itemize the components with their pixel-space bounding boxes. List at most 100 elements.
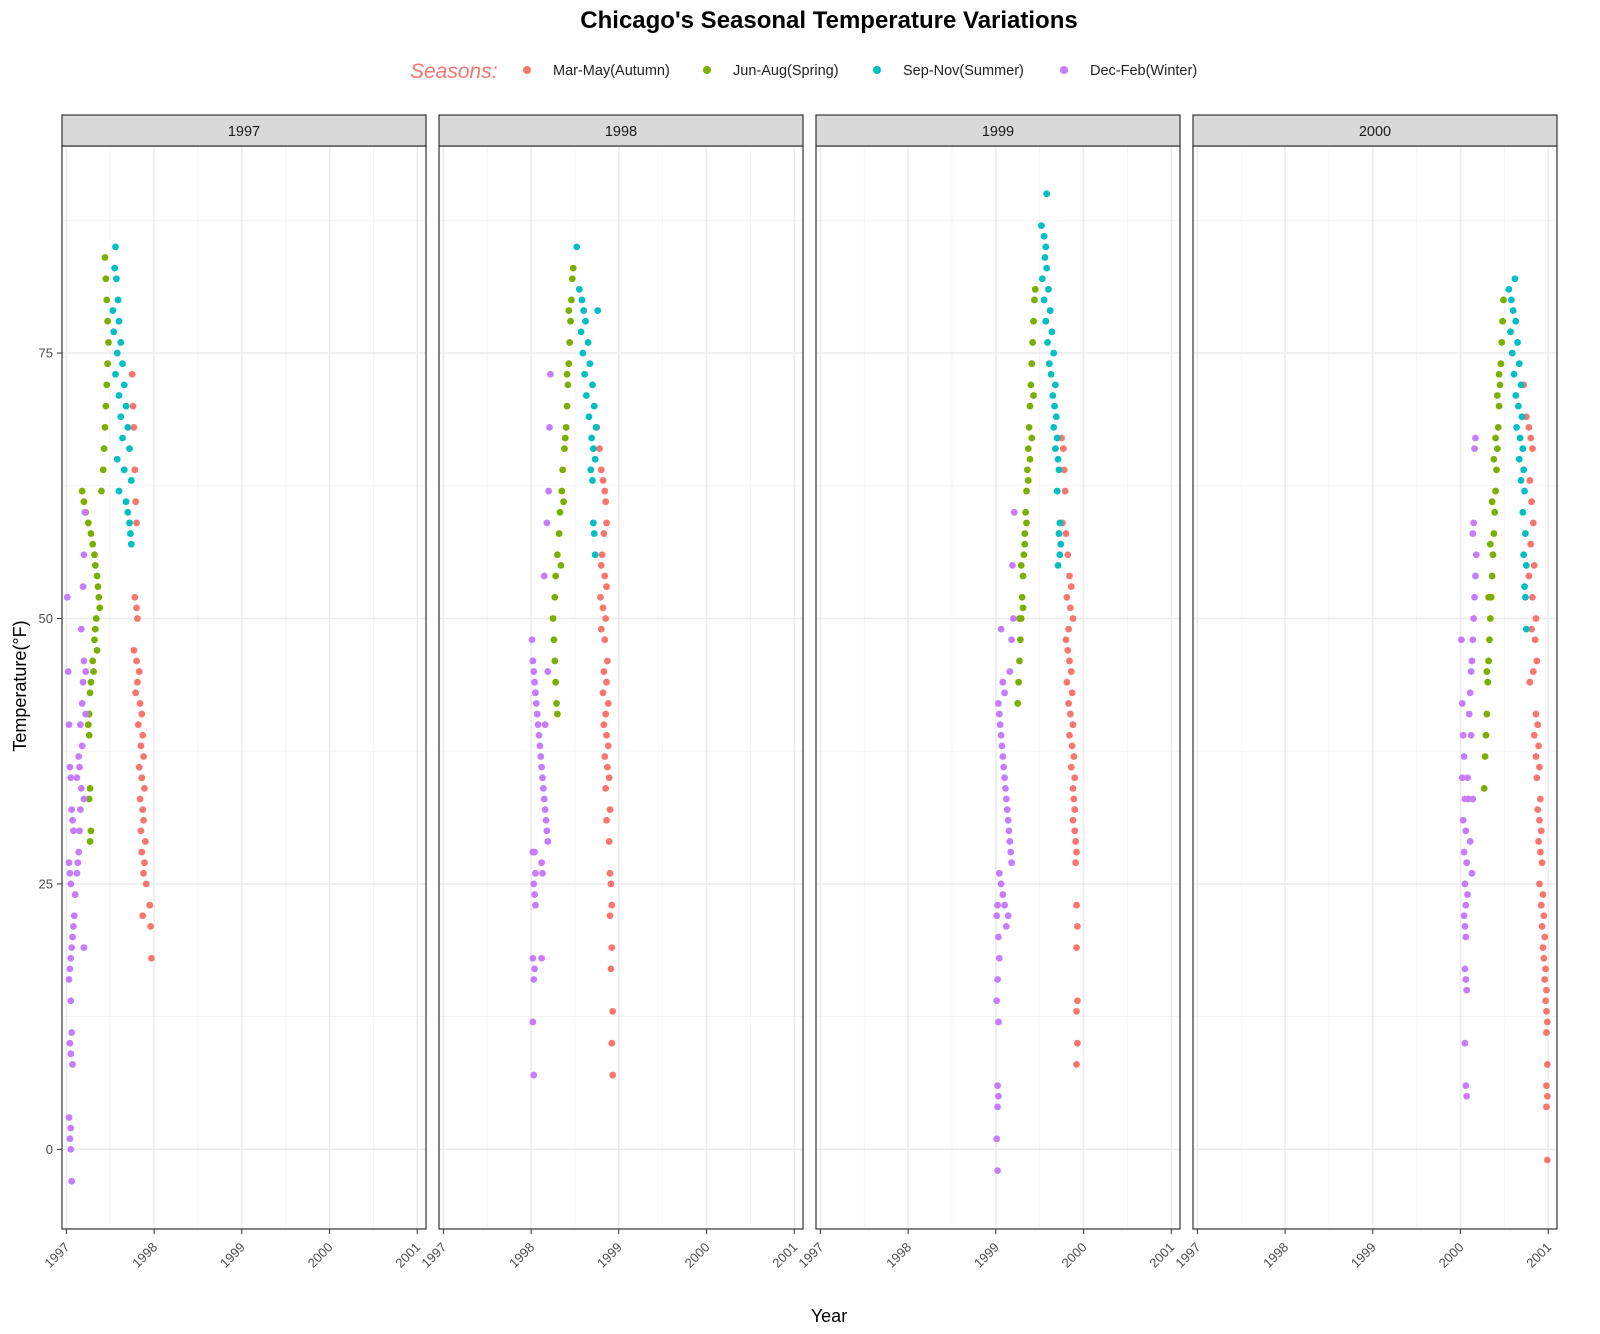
data-point bbox=[1541, 976, 1549, 983]
data-point bbox=[113, 455, 121, 463]
data-point bbox=[1001, 774, 1008, 782]
data-point bbox=[1006, 668, 1014, 675]
data-point bbox=[1537, 901, 1545, 909]
data-point bbox=[1054, 562, 1062, 569]
data-point bbox=[1052, 445, 1059, 452]
data-point bbox=[131, 593, 139, 601]
data-point bbox=[1540, 954, 1548, 962]
data-point bbox=[1537, 827, 1545, 835]
data-point bbox=[127, 540, 135, 548]
data-point bbox=[1542, 965, 1549, 973]
data-point bbox=[68, 944, 76, 952]
data-point bbox=[1500, 296, 1507, 304]
data-point bbox=[80, 498, 88, 506]
data-point bbox=[555, 530, 563, 537]
data-point bbox=[1493, 466, 1500, 474]
data-point bbox=[1471, 445, 1478, 452]
data-point bbox=[138, 774, 146, 782]
data-point bbox=[1041, 254, 1049, 261]
data-point bbox=[82, 668, 90, 675]
data-point bbox=[1507, 328, 1514, 336]
data-point bbox=[537, 753, 545, 760]
data-point bbox=[562, 423, 570, 431]
data-point bbox=[1480, 784, 1488, 792]
data-point bbox=[608, 944, 616, 952]
data-point bbox=[993, 1135, 1001, 1143]
data-point bbox=[531, 678, 538, 686]
data-point bbox=[75, 753, 83, 760]
data-point bbox=[1028, 434, 1036, 442]
data-point bbox=[1470, 519, 1478, 527]
data-point bbox=[134, 721, 142, 729]
data-point bbox=[1472, 572, 1479, 580]
data-point bbox=[86, 689, 94, 697]
data-point bbox=[599, 689, 607, 697]
data-point bbox=[993, 912, 1001, 920]
data-point bbox=[91, 625, 99, 633]
data-point bbox=[997, 625, 1005, 633]
data-point bbox=[603, 583, 610, 591]
data-point bbox=[1071, 774, 1079, 782]
data-point bbox=[568, 275, 576, 283]
data-point bbox=[1024, 445, 1032, 452]
data-point bbox=[1001, 901, 1008, 909]
series-jun-aug-spring bbox=[1014, 285, 1039, 707]
data-point bbox=[136, 795, 144, 803]
data-point bbox=[541, 806, 549, 813]
data-point bbox=[1462, 933, 1470, 941]
data-point bbox=[1536, 816, 1543, 824]
data-point bbox=[602, 784, 610, 792]
data-point bbox=[1494, 423, 1502, 431]
data-point bbox=[101, 423, 109, 431]
data-point bbox=[601, 636, 609, 644]
data-point bbox=[1069, 816, 1077, 824]
data-point bbox=[1056, 551, 1064, 559]
y-tick-label: 0 bbox=[46, 1142, 53, 1157]
data-point bbox=[1072, 859, 1080, 867]
data-point bbox=[1052, 381, 1059, 389]
facet-strip-label: 1999 bbox=[982, 124, 1014, 140]
data-point bbox=[997, 731, 1005, 739]
data-point bbox=[575, 285, 583, 293]
data-point bbox=[1493, 392, 1501, 399]
data-point bbox=[1458, 636, 1465, 644]
data-point bbox=[589, 445, 597, 452]
data-point bbox=[1018, 593, 1026, 601]
legend-entry-mar-may-autumn: Mar-May(Autumn) bbox=[523, 63, 670, 79]
series-jun-aug-spring bbox=[78, 254, 112, 845]
data-point bbox=[606, 912, 614, 920]
gridlines bbox=[62, 146, 426, 1229]
data-point bbox=[1532, 615, 1540, 622]
data-point bbox=[103, 296, 111, 304]
data-point bbox=[132, 689, 140, 697]
legend-entry-dec-feb-winter: Dec-Feb(Winter) bbox=[1060, 63, 1197, 79]
data-point bbox=[996, 721, 1004, 729]
data-point bbox=[590, 402, 598, 410]
data-point bbox=[545, 487, 553, 495]
data-point bbox=[77, 806, 84, 813]
data-point bbox=[1066, 572, 1073, 580]
data-point bbox=[1491, 508, 1499, 516]
data-point bbox=[1467, 668, 1475, 675]
facet-strip bbox=[438, 114, 804, 147]
data-point bbox=[568, 296, 575, 304]
data-point bbox=[69, 933, 76, 941]
data-point bbox=[84, 721, 92, 729]
series-dec-feb-winter bbox=[528, 370, 554, 1079]
data-point bbox=[603, 519, 610, 527]
data-point bbox=[1024, 477, 1032, 484]
data-point bbox=[1071, 827, 1079, 835]
gridlines bbox=[1193, 146, 1557, 1229]
data-point bbox=[1462, 1082, 1470, 1090]
data-point bbox=[994, 901, 1001, 909]
data-point bbox=[1464, 891, 1471, 898]
data-point bbox=[113, 349, 121, 357]
data-point bbox=[1533, 774, 1541, 782]
data-point bbox=[1031, 285, 1039, 293]
data-point bbox=[1062, 530, 1070, 537]
data-point bbox=[1069, 784, 1077, 792]
data-point bbox=[995, 933, 1002, 941]
data-point bbox=[1461, 965, 1469, 973]
data-point bbox=[117, 413, 125, 421]
